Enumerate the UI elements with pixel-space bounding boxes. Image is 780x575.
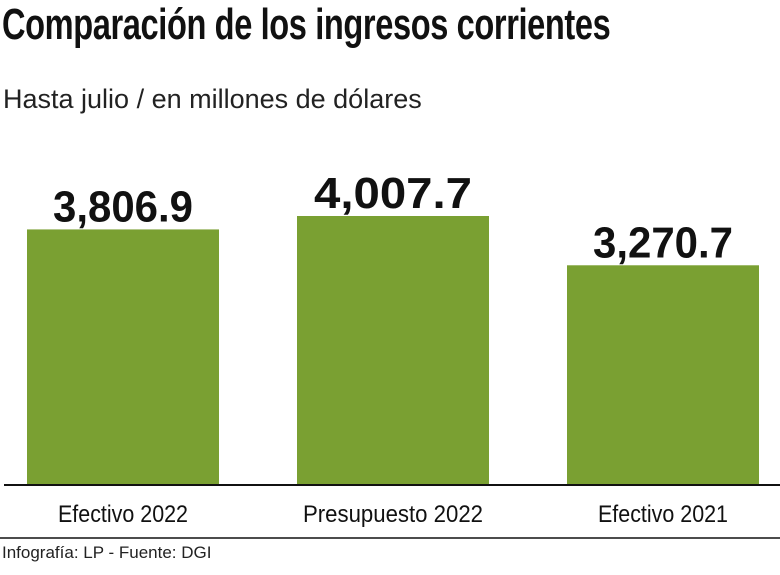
source-note: Infografía: LP - Fuente: DGI: [2, 543, 212, 562]
bar: [27, 229, 219, 484]
category-label: Presupuesto 2022: [303, 501, 483, 528]
category-label: Efectivo 2022: [58, 501, 188, 528]
data-label: 4,007.7: [314, 169, 472, 218]
data-label: 3,806.9: [53, 182, 193, 231]
data-label: 3,270.7: [593, 218, 733, 267]
chart-subtitle: Hasta julio / en millones de dólares: [3, 84, 422, 114]
chart-title: Comparación de los ingresos corrientes: [2, 0, 611, 49]
category-label: Efectivo 2021: [598, 501, 728, 528]
bar: [567, 265, 759, 484]
bar: [297, 216, 489, 484]
